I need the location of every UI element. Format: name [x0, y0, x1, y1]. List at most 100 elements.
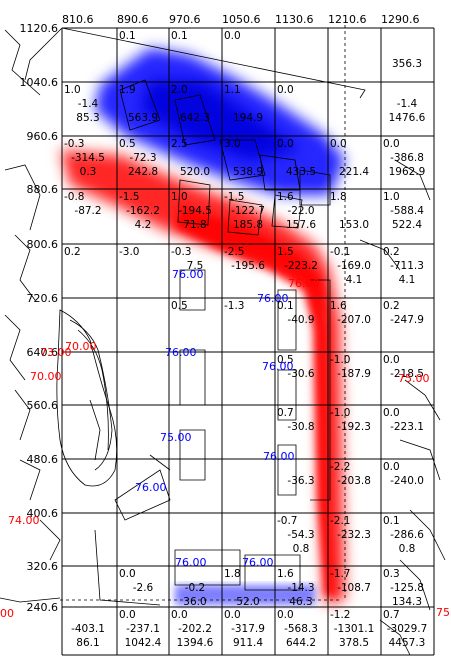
- cell-value: -588.4: [390, 205, 424, 217]
- grid-cell: -1.4 1476.6: [389, 98, 426, 124]
- cell-value: 1.5: [277, 246, 294, 258]
- cell-value: -162.2: [126, 205, 160, 217]
- cell-value: -2.1: [330, 515, 351, 527]
- cell-value: 0.0: [383, 407, 400, 419]
- cell-value: -22.0: [287, 205, 314, 217]
- contour-label: 76.00: [242, 556, 274, 569]
- grid-cell: -3.0: [119, 246, 140, 258]
- contour-label: 70.00: [30, 370, 62, 383]
- cell-value: 0.3: [80, 166, 97, 178]
- grid-cell: 0.7 -30.8: [277, 407, 315, 433]
- cell-value: -36.3: [287, 475, 314, 487]
- y-tick-label: 1120.6: [20, 22, 59, 35]
- cell-value: 0.0: [119, 609, 136, 621]
- cell-value: -108.7: [337, 582, 371, 594]
- grid-cell: 0.5 -30.6: [277, 354, 315, 380]
- grid-cell: 0.0 -568.3 644.2: [277, 609, 318, 649]
- cell-value: 0.1: [277, 300, 294, 312]
- cell-value: 356.3: [392, 58, 422, 70]
- y-tick-label: 480.6: [27, 453, 59, 466]
- grid-cell: 0.0 221.4: [330, 138, 369, 178]
- cell-value: -125.8: [390, 582, 424, 594]
- cell-value: -286.6: [390, 529, 424, 541]
- cell-value: -0.3: [64, 138, 85, 150]
- cell-value: -0.1: [330, 246, 351, 258]
- cell-value: -2.2: [330, 461, 351, 473]
- contour-label: 75: [436, 606, 450, 619]
- y-tick-label: 240.6: [27, 601, 59, 614]
- grid-cell: 1.6 -14.3 46.3: [277, 568, 315, 608]
- cell-value: -223.1: [390, 421, 424, 433]
- grid-cell: 0.0 -202.2 1394.6: [171, 609, 214, 649]
- grid-cell: 1.6 -22.0 157.6: [277, 191, 316, 231]
- grid-cell: 2.0 642.3: [171, 84, 210, 124]
- cell-value: 4.1: [399, 274, 416, 286]
- cell-value: 1.1: [224, 84, 241, 96]
- grid-cell: 0.1 -286.6 0.8: [383, 515, 424, 555]
- grid-cell: 1.8 153.0: [330, 191, 369, 231]
- cell-value: -40.9: [287, 314, 314, 326]
- cell-value: 0.5: [277, 354, 294, 366]
- cell-value: 1.8: [224, 568, 241, 580]
- cell-value: -2.6: [133, 582, 154, 594]
- cell-value: 642.3: [180, 112, 210, 124]
- grid-cell: -1.3: [224, 300, 245, 312]
- grid-cell: 1.0 -1.4 85.3: [64, 84, 100, 124]
- cell-value: -122.7: [231, 205, 265, 217]
- grid-cell: -0.8 -87.2: [64, 191, 102, 217]
- cell-value: 1.6: [277, 191, 294, 203]
- cell-value: -187.9: [337, 368, 371, 380]
- cell-value: 0.0: [224, 30, 241, 42]
- grid-cell: 1.0 -588.4 522.4: [383, 191, 424, 231]
- grid-cell: 356.3: [392, 58, 422, 70]
- cell-value: -72.3: [129, 152, 156, 164]
- cell-value: 1.8: [330, 191, 347, 203]
- cell-value: 1.0: [383, 191, 400, 203]
- grid-cell: 0.5 -72.3 242.8: [119, 138, 158, 178]
- contour-label: 76.00: [257, 292, 289, 305]
- x-tick-label: 1130.6: [275, 13, 314, 26]
- cell-value: -1301.1: [334, 623, 375, 635]
- x-tick-label: 970.6: [169, 13, 201, 26]
- cell-value: 0.0: [277, 84, 294, 96]
- cell-value: 134.3: [392, 596, 422, 608]
- cell-value: 1.6: [330, 300, 347, 312]
- grid-cell: -1.5 -122.7 185.8: [224, 191, 265, 231]
- cell-value: 71.8: [183, 219, 206, 231]
- cell-value: 0.1: [171, 30, 188, 42]
- grid-cell: -0.2 36.0: [183, 582, 206, 608]
- cell-value: 1.6: [277, 568, 294, 580]
- cell-value: 0.0: [119, 568, 136, 580]
- cell-value: 157.6: [286, 219, 316, 231]
- grid-cell: 0.7 -3029.7 4457.3: [383, 609, 427, 649]
- cell-value: 538.9: [233, 166, 263, 178]
- grid-cell: 0.2 -711.3 4.1: [383, 246, 424, 286]
- cell-value: -194.5: [178, 205, 212, 217]
- cell-value: 7.5: [187, 260, 204, 272]
- contour-label: 76.00: [172, 268, 204, 281]
- cell-value: 52.0: [236, 596, 259, 608]
- contour-label: 76.00: [288, 277, 320, 290]
- cell-value: -1.2: [330, 609, 351, 621]
- cell-value: 1476.6: [389, 112, 426, 124]
- cell-value: -1.3: [224, 300, 245, 312]
- cell-value: -54.3: [287, 529, 314, 541]
- grid-cell: -2.5 -195.6: [224, 246, 265, 272]
- cell-value: 0.0: [224, 609, 241, 621]
- cell-value: 0.7: [383, 609, 400, 621]
- grid-cell: -0.1 -169.0 4.1: [330, 246, 371, 286]
- y-tick-label: 640.6: [27, 346, 59, 359]
- cell-value: -30.8: [287, 421, 314, 433]
- grid-cell: 0.0 -218.5: [383, 354, 424, 380]
- cell-value: 0.0: [383, 354, 400, 366]
- cell-value: -0.8: [64, 191, 85, 203]
- cell-value: -711.3: [390, 260, 424, 272]
- grid-cell: -1.0 -187.9: [330, 354, 371, 380]
- cell-value: 0.0: [277, 138, 294, 150]
- grid-cell: -0.3 -314.5 0.3: [64, 138, 105, 178]
- contour-label: 75.00: [398, 372, 430, 385]
- grid-cell: 1.6 -207.0: [330, 300, 371, 326]
- grid-cell: 2.5 520.0: [171, 138, 210, 178]
- cell-value: 563.9: [128, 112, 158, 124]
- cell-value: -203.8: [337, 475, 371, 487]
